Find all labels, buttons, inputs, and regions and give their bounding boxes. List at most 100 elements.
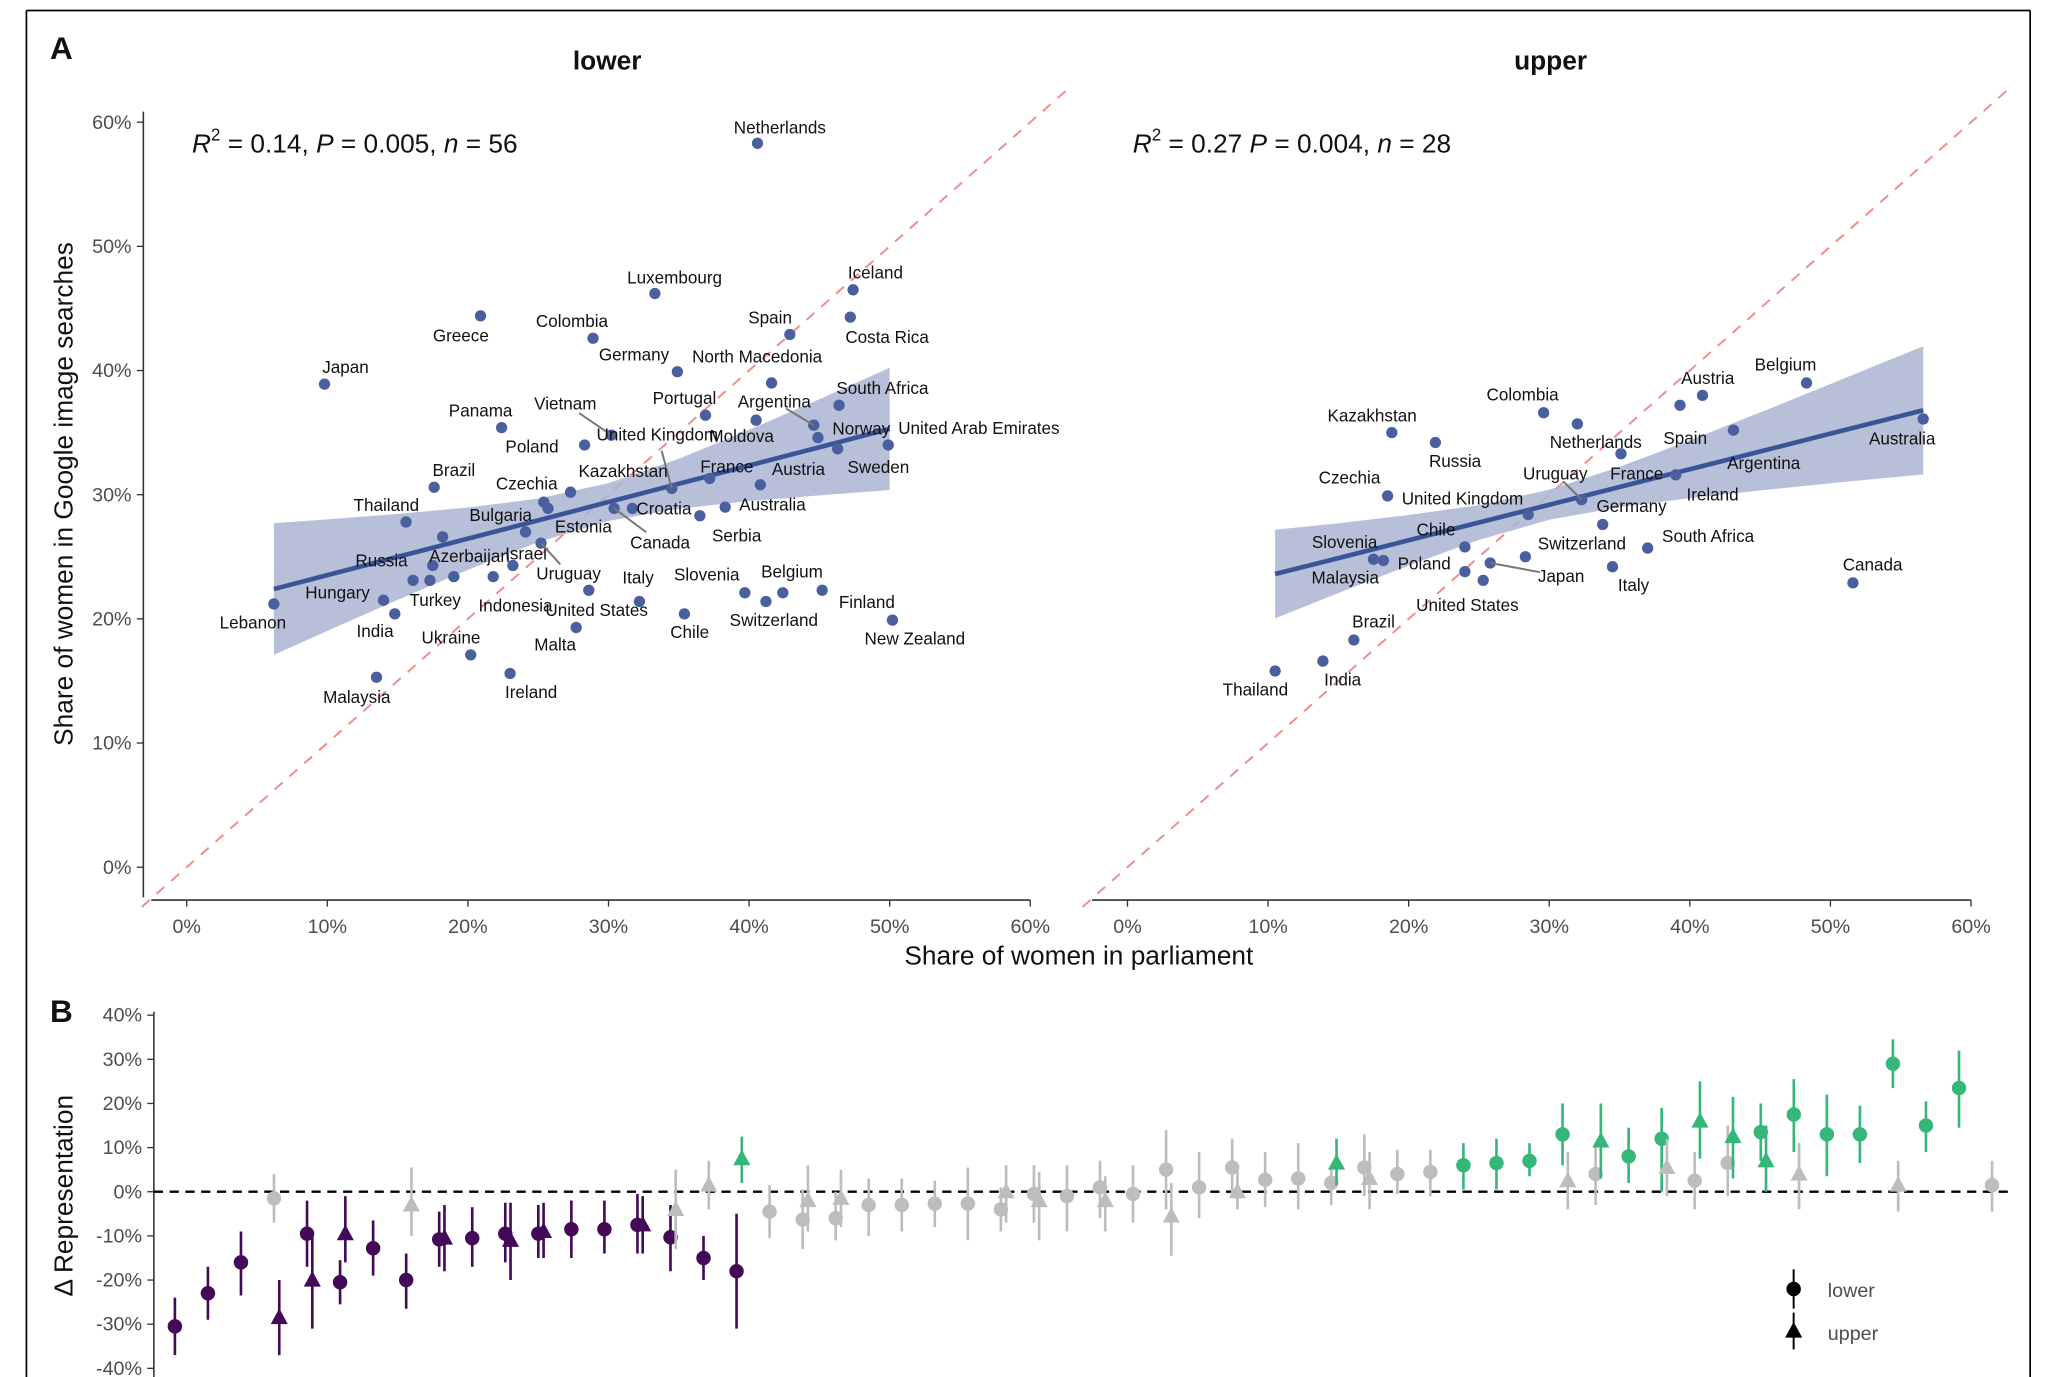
data-point-ireland [504, 667, 516, 680]
y-tick-label-b: -10% [96, 1225, 142, 1247]
x-tick-label: 60% [1011, 916, 1050, 938]
point-label-uruguay: Uruguay [1523, 464, 1588, 483]
estimate-point-lower [1951, 1080, 1967, 1096]
y-tick-label: 40% [92, 360, 131, 382]
regression-line [273, 426, 891, 592]
estimate-point-lower [1257, 1172, 1273, 1188]
data-point-brazil [1348, 634, 1360, 646]
point-label-ireland: Ireland [505, 683, 557, 702]
estimate-point-upper [336, 1224, 354, 1241]
data-point-kazakhstan [1386, 426, 1398, 439]
data-point-united-kingdom [1522, 508, 1534, 521]
estimate-point-lower [1125, 1186, 1141, 1202]
estimate-point-upper [1559, 1171, 1577, 1188]
x-tick-label: 10% [1248, 916, 1287, 938]
data-point-netherlands [1571, 418, 1584, 430]
point-label-moldova: Moldova [709, 427, 774, 446]
y-tick-label-b: 20% [103, 1093, 142, 1115]
point-label-australia: Australia [739, 495, 806, 514]
data-point-greece [474, 310, 487, 322]
x-tick-label: 20% [448, 916, 487, 938]
estimate-point-lower [1324, 1175, 1339, 1191]
point-label-japan: Japan [1538, 567, 1585, 586]
data-point-israel [507, 559, 519, 572]
data-point-azerbaijan [427, 559, 439, 572]
data-point-hungary [377, 594, 390, 606]
confidence-band [1275, 346, 1924, 619]
point-label-united-arab-emirates: United Arab Emirates [898, 419, 1059, 438]
x-tick-label: 40% [729, 916, 768, 938]
data-point [448, 570, 460, 583]
data-point-united-states [1477, 574, 1489, 587]
point-label-canada: Canada [630, 533, 690, 552]
estimate-point-lower [828, 1210, 843, 1226]
estimate-point-upper [535, 1222, 553, 1239]
y-tick-label: 0% [103, 857, 131, 879]
y-tick-label-b: 30% [103, 1049, 142, 1071]
estimate-point-upper [667, 1200, 685, 1216]
data-point-finland [816, 584, 828, 596]
label-leader-line [660, 450, 673, 489]
estimate-point-lower [1885, 1056, 1901, 1071]
y-axis-title-a: Share of women in Google image searches [48, 242, 78, 746]
point-label-france: France [700, 458, 753, 477]
point-label-czechia: Czechia [1319, 468, 1381, 487]
estimate-point-upper [1361, 1169, 1379, 1186]
estimate-point-upper [1228, 1182, 1246, 1199]
data-point-colombia [1537, 407, 1550, 419]
point-label-spain: Spain [1663, 429, 1707, 448]
facet-title-lower: lower [573, 46, 642, 76]
data-point-ukraine [465, 649, 477, 661]
estimate-point-lower [960, 1196, 976, 1211]
estimate-point-lower [365, 1241, 381, 1256]
point-label-malaysia: Malaysia [1312, 568, 1380, 587]
point-label-russia: Russia [355, 552, 408, 571]
estimate-point-lower [1092, 1180, 1108, 1195]
data-point-czechia [1381, 490, 1394, 502]
x-tick-label: 60% [1951, 916, 1990, 938]
data-point-thailand [1269, 665, 1281, 677]
data-point-japan [318, 378, 331, 390]
point-label-italy: Italy [622, 569, 654, 588]
data-point-france [704, 472, 716, 485]
point-label-belgium: Belgium [761, 563, 823, 582]
data-point-serbia [694, 510, 706, 522]
estimate-point-upper [1691, 1111, 1709, 1128]
point-label-lebanon: Lebanon [220, 613, 287, 632]
regression-stats-part: = 28 [1392, 128, 1451, 158]
data-point-japan [1484, 557, 1496, 569]
point-label-finland: Finland [839, 593, 895, 612]
estimate-point-lower [233, 1255, 249, 1270]
point-label-argentina: Argentina [738, 392, 812, 411]
scatter-lower: 0% 10% 20% 30% 40% 50% 60% 0% 10% 20% 30% 40% 50% 60%… [92, 86, 1071, 938]
x-axis-title-a: Share of women in parliament [904, 940, 1254, 970]
estimate-point-lower [696, 1250, 711, 1266]
data-point-norway [812, 431, 824, 444]
estimate-point-upper [832, 1189, 850, 1205]
estimate-point-upper [270, 1308, 288, 1325]
estimate-point-lower [1786, 1107, 1802, 1122]
estimate-point-lower [1621, 1149, 1636, 1164]
estimate-point-upper [501, 1231, 520, 1247]
point-label-chile: Chile [670, 623, 709, 642]
estimate-point-upper [1327, 1153, 1346, 1170]
data-point-panama [495, 421, 508, 434]
point-label-slovenia: Slovenia [1312, 533, 1378, 552]
data-point-austria [754, 479, 766, 491]
point-label-ireland: Ireland [1686, 485, 1738, 504]
y-tick-label: 30% [92, 484, 131, 506]
data-point-slovenia [1367, 553, 1380, 565]
x-tick-label: 50% [1811, 916, 1850, 938]
estimate-point-upper [1096, 1191, 1114, 1208]
data-point-iceland [847, 284, 859, 296]
data-point-slovenia [739, 587, 751, 599]
data-point-poland [1459, 566, 1471, 578]
estimate-point-upper [1658, 1158, 1676, 1175]
data-point-malaysia [370, 671, 383, 683]
point-label-estonia: Estonia [555, 518, 612, 537]
point-label-panama: Panama [449, 401, 513, 420]
estimate-point-lower [927, 1196, 943, 1211]
regression-stats-part: 2 [211, 126, 221, 145]
point-label-costa-rica: Costa Rica [845, 328, 929, 347]
